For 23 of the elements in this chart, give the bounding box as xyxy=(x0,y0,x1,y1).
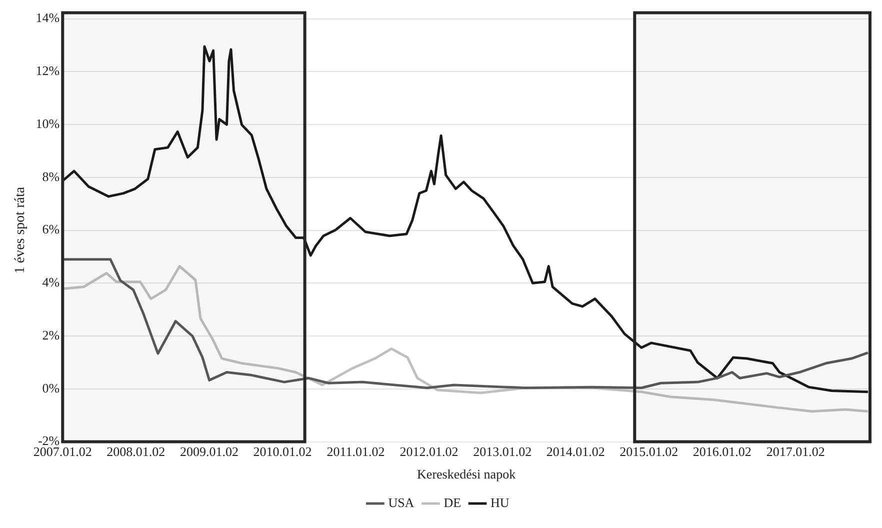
y-tick-label: 0% xyxy=(42,380,60,396)
y-tick-label: 12% xyxy=(36,63,60,78)
x-tick-label: 2015.01.02 xyxy=(620,444,678,460)
y-tick-label: 14% xyxy=(36,10,60,26)
x-tick-label: 2017.01.02 xyxy=(766,444,825,460)
y-tick-label: 10% xyxy=(36,116,60,131)
y-tick-label: 4% xyxy=(42,274,60,290)
y-tick-label: 8% xyxy=(42,168,60,184)
x-axis-title: Kereskedési napok xyxy=(417,466,516,482)
y-tick-label: 2% xyxy=(42,327,60,342)
x-tick-label: 2010.01.02 xyxy=(253,444,312,460)
y-tick-label: 6% xyxy=(42,222,60,237)
x-tick-label: 2014.01.02 xyxy=(546,444,605,460)
x-tick-label: 2012.01.02 xyxy=(400,444,458,460)
x-tick-label: 2013.01.02 xyxy=(473,444,532,460)
x-tick-label: 2016.01.02 xyxy=(692,444,752,460)
x-tick-label: 2008.01.02 xyxy=(106,444,166,460)
legend-label: DE xyxy=(444,494,462,510)
legend-label: USA xyxy=(388,494,415,510)
y-axis-title: 1 éves spot ráta xyxy=(13,186,28,274)
x-tick-label: 2011.01.02 xyxy=(326,444,385,460)
x-tick-label: 2009.01.02 xyxy=(180,444,239,460)
legend-label: HU xyxy=(490,494,510,510)
